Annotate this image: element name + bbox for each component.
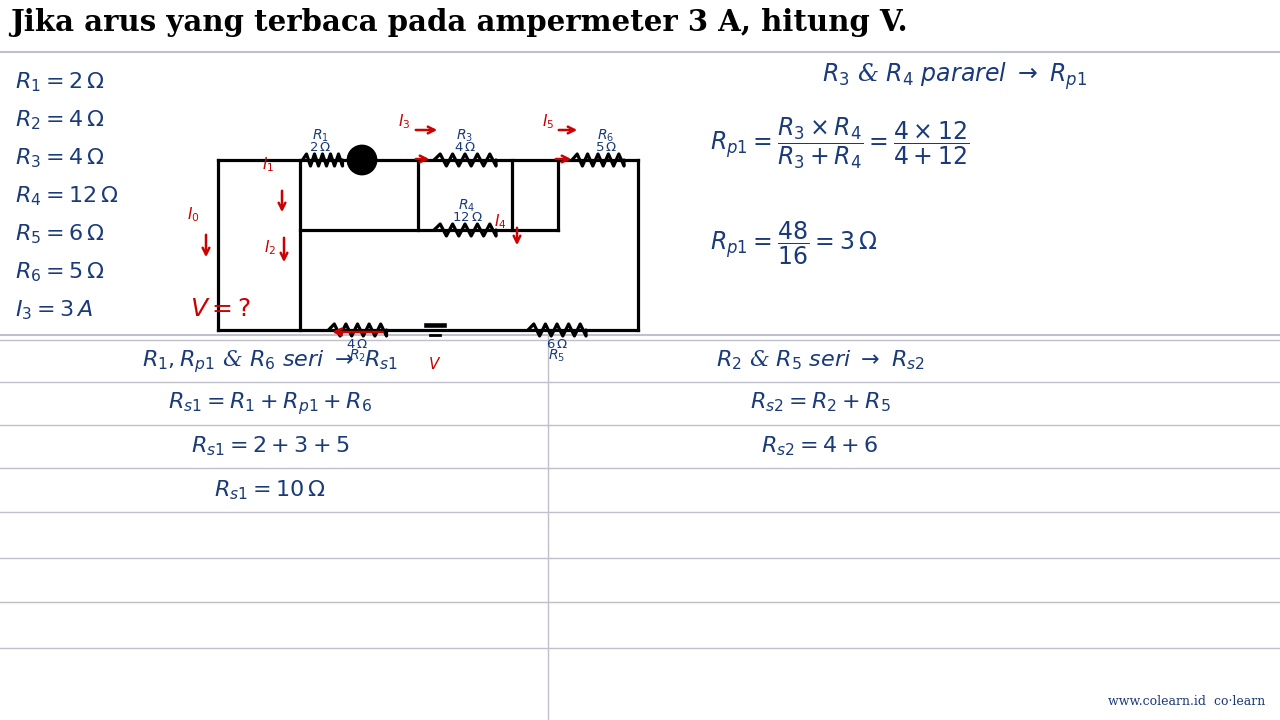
Text: $R_3$: $R_3$ [457,127,474,144]
Text: $12\,\Omega$: $12\,\Omega$ [452,211,483,224]
Text: $V$: $V$ [429,356,442,372]
Text: $R_4$: $R_4$ [458,197,476,214]
Text: $4\,\Omega$: $4\,\Omega$ [347,338,369,351]
Text: $R_2$: $R_2$ [349,348,366,364]
Text: $R_1$: $R_1$ [312,127,329,144]
Text: $2\,\Omega$: $2\,\Omega$ [310,141,332,154]
Text: $4\,\Omega$: $4\,\Omega$ [454,141,476,154]
Text: $R_3 = 4\,\Omega$: $R_3 = 4\,\Omega$ [15,146,104,170]
Text: $V = ?$: $V = ?$ [189,298,251,321]
Text: $R_{s2} = R_2 + R_5$: $R_{s2} = R_2 + R_5$ [750,390,891,413]
Text: $R_{s1} = 10\,\Omega$: $R_{s1} = 10\,\Omega$ [214,478,325,502]
Circle shape [348,146,376,174]
Text: $5\,\Omega$: $5\,\Omega$ [595,141,617,154]
Text: $R_2 = 4\,\Omega$: $R_2 = 4\,\Omega$ [15,108,104,132]
Text: $R_{s1} = 2 + 3 + 5$: $R_{s1} = 2 + 3 + 5$ [191,434,349,458]
Text: $I_3 = 3\,A$: $I_3 = 3\,A$ [15,298,93,322]
Text: $R_5$: $R_5$ [548,348,566,364]
Text: www.colearn.id  co·learn: www.colearn.id co·learn [1107,695,1265,708]
Text: $R_6$: $R_6$ [598,127,614,144]
Text: $R_1 = 2\,\Omega$: $R_1 = 2\,\Omega$ [15,70,104,94]
Text: $R_2$ & $R_5$ $\mathit{seri}$ $\rightarrow$ $R_{s2}$: $R_2$ & $R_5$ $\mathit{seri}$ $\rightarr… [716,348,924,372]
Text: $A$: $A$ [356,153,367,167]
Text: $R_4 = 12\,\Omega$: $R_4 = 12\,\Omega$ [15,184,118,207]
Text: $R_3$ & $R_4$ $\mathit{pararel}$ $\rightarrow$ $R_{p1}$: $R_3$ & $R_4$ $\mathit{pararel}$ $\right… [823,60,1088,91]
Text: $I_4$: $I_4$ [494,212,507,231]
Text: $I_2$: $I_2$ [264,238,276,257]
Text: $6\,\Omega$: $6\,\Omega$ [545,338,568,351]
Text: $I_5$: $I_5$ [541,112,554,131]
Text: Jika arus yang terbaca pada ampermeter 3 A, hitung V.: Jika arus yang terbaca pada ampermeter 3… [10,8,908,37]
Text: $R_{p1} = \dfrac{48}{16} = 3\,\Omega$: $R_{p1} = \dfrac{48}{16} = 3\,\Omega$ [710,220,877,267]
Text: $R_6 = 5\,\Omega$: $R_6 = 5\,\Omega$ [15,260,104,284]
Text: $I_0$: $I_0$ [187,206,200,225]
Text: $R_1, R_{p1}$ & $R_6$ $\mathit{seri}$ $\rightarrow$ $R_{s1}$: $R_1, R_{p1}$ & $R_6$ $\mathit{seri}$ $\… [142,348,398,375]
Text: $R_5 = 6\,\Omega$: $R_5 = 6\,\Omega$ [15,222,104,246]
Text: $R_{s1} = R_1 + R_{p1} + R_6$: $R_{s1} = R_1 + R_{p1} + R_6$ [168,390,372,417]
Text: $I_1$: $I_1$ [262,156,274,174]
Text: $I_3$: $I_3$ [398,112,410,131]
Text: $R_{p1} = \dfrac{R_3 \times R_4}{R_3 + R_4} = \dfrac{4 \times 12}{4 + 12}$: $R_{p1} = \dfrac{R_3 \times R_4}{R_3 + R… [710,115,969,171]
Text: $R_{s2} = 4 + 6$: $R_{s2} = 4 + 6$ [762,434,879,458]
